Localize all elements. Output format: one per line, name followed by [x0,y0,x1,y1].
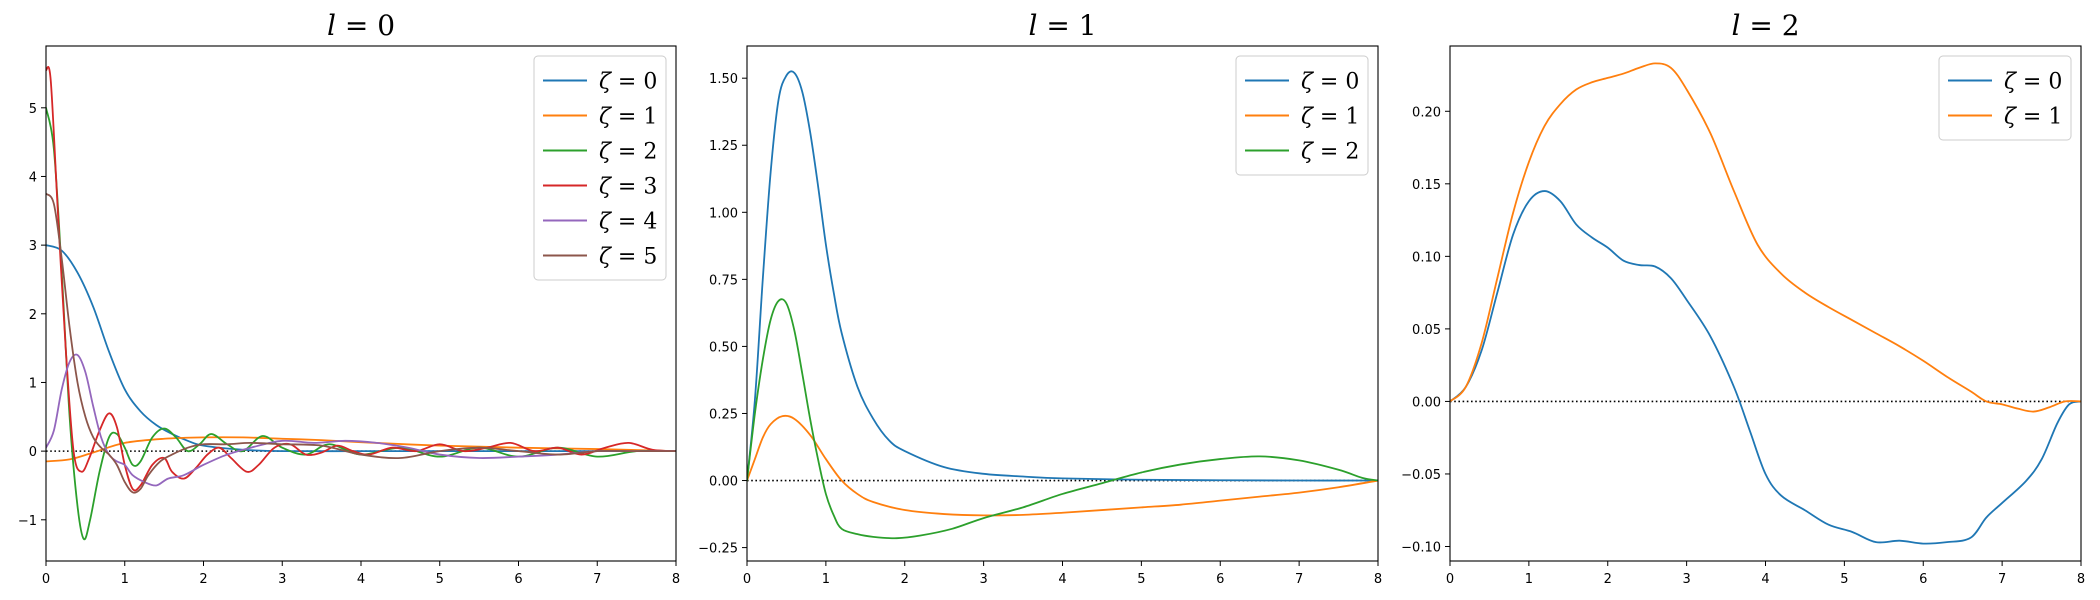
legend-label-5: ζ = 5 [599,245,657,270]
y-tick-label: 0.50 [709,340,738,355]
legend-label-4: ζ = 4 [599,210,657,235]
y-tick-label: 1.50 [709,72,738,87]
x-tick-label: 0 [1446,572,1454,587]
y-tick-label: 2 [29,308,37,323]
panel-1: 0 1 2 3 4 5 6 7 8 −0.25 0.00 0.25 0.50 0.75 1.00 1.25 1.… [698,9,1382,587]
chart-title: l = 2 [1731,9,1799,42]
x-tick-label: 2 [1604,572,1612,587]
x-tick-label: 3 [979,572,987,587]
y-tick-label: 0.00 [1412,395,1441,410]
y-tick-label: 0 [29,445,37,460]
y-tick-label: 1.25 [709,139,738,154]
series-line-5 [46,192,676,494]
y-tick-label: 0.15 [1412,178,1441,193]
legend-label-0: ζ = 0 [2004,70,2062,95]
x-tick-label: 1 [121,572,129,587]
series-line-1 [46,436,676,463]
legend-label-0: ζ = 0 [599,70,657,95]
y-tick-label: 1.00 [709,206,738,221]
y-tick-label: −0.10 [1401,540,1441,555]
legend-label-1: ζ = 1 [599,105,657,130]
x-tick-label: 5 [1137,572,1145,587]
x-tick-label: 1 [1525,572,1533,587]
y-tick-label: 3 [29,239,37,254]
legend: ζ = 0 ζ = 1 ζ = 2 ζ = 3 ζ = 4 ζ = 5 [533,55,667,281]
legend: ζ = 0 ζ = 1 ζ = 2 [1235,55,1369,176]
y-tick-label: 5 [29,102,37,117]
series-line-1 [1450,62,2081,413]
series-line-3 [46,66,676,492]
x-tick-label: 0 [42,572,50,587]
legend-box [533,55,667,281]
x-tick-label: 8 [2077,572,2085,587]
y-tick-label: −0.05 [1401,468,1441,483]
y-tick-label: −1 [18,514,37,529]
x-tick-label: 1 [822,572,830,587]
series-line-1 [747,414,1378,517]
x-tick-label: 7 [593,572,601,587]
x-tick-label: 6 [1216,572,1224,587]
x-tick-label: 7 [1295,572,1303,587]
x-tick-label: 2 [901,572,909,587]
x-tick-label: 2 [199,572,207,587]
y-tick-label: 0.05 [1412,323,1441,338]
series-line-0 [747,70,1378,482]
legend-label-2: ζ = 2 [599,140,657,165]
legend-box [1938,55,2072,141]
x-tick-label: 0 [743,572,751,587]
x-tick-label: 8 [1374,572,1382,587]
y-tick-label: 0.20 [1412,105,1441,120]
legend-label-3: ζ = 3 [599,175,657,200]
y-tick-label: 0.75 [709,273,738,288]
x-tick-label: 5 [1840,572,1848,587]
y-tick-label: −0.25 [698,542,738,557]
legend-label-1: ζ = 1 [2004,105,2062,130]
legend-label-0: ζ = 0 [1301,70,1359,95]
x-tick-label: 5 [436,572,444,587]
series-line-2 [46,106,676,541]
x-tick-label: 6 [1919,572,1927,587]
y-tick-label: 0.00 [709,475,738,490]
x-tick-label: 8 [672,572,680,587]
series-line-4 [46,353,676,487]
legend-label-1: ζ = 1 [1301,105,1359,130]
y-tick-label: 0.25 [709,407,738,422]
x-tick-label: 3 [1682,572,1690,587]
x-tick-label: 4 [1058,572,1066,587]
x-tick-label: 6 [514,572,522,587]
x-tick-label: 7 [1998,572,2006,587]
panel-2: 0 1 2 3 4 5 6 7 8 −0.10 −0.05 0.00 0.05 0.10 0.15 0.20 l… [1401,9,2085,587]
legend-label-2: ζ = 2 [1301,140,1359,165]
x-tick-label: 4 [357,572,365,587]
series-line-2 [747,298,1378,540]
x-tick-label: 3 [278,572,286,587]
y-tick-label: 0.10 [1412,250,1441,265]
y-tick-label: 4 [29,170,37,185]
series-line-0 [1450,190,2081,545]
legend: ζ = 0 ζ = 1 [1938,55,2072,141]
chart-title: l = 0 [327,9,395,42]
legend-box [1235,55,1369,176]
x-tick-label: 4 [1761,572,1769,587]
y-tick-label: 1 [29,376,37,391]
chart-title: l = 1 [1028,9,1096,42]
